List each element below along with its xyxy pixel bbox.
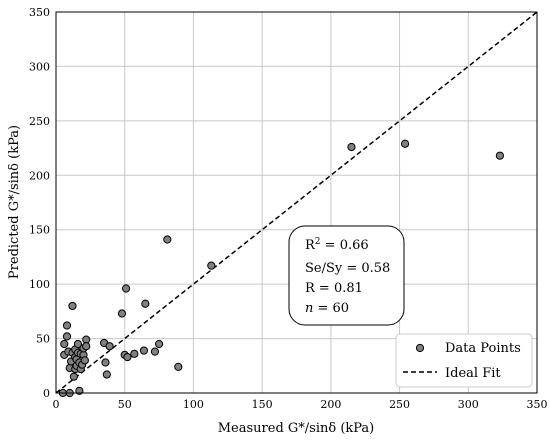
plot-frame — [55, 11, 538, 394]
x-tick-label: 350 — [527, 398, 548, 411]
legend-ideal-fit-label: Ideal Fit — [445, 366, 501, 381]
x-tick-label: 150 — [252, 398, 273, 411]
y-tick-label: 350 — [29, 6, 50, 19]
data-point — [82, 342, 91, 351]
x-tick-label: 50 — [118, 398, 132, 411]
legend-data-points-label: Data Points — [445, 341, 521, 356]
x-tick-labels: 0 50 100 150 200 250 300 350 — [53, 398, 548, 411]
y-tick-labels: 0 50 100 150 200 250 300 350 — [29, 6, 50, 400]
data-point — [400, 139, 410, 148]
legend: Data Points Ideal Fit — [395, 333, 533, 388]
y-axis-label: Predicted G*/sinδ (kPa) — [7, 125, 22, 279]
data-point — [73, 339, 83, 349]
data-point — [123, 352, 132, 362]
y-tick-label: 100 — [29, 278, 50, 291]
legend-frame — [395, 333, 533, 388]
data-point — [495, 151, 504, 160]
data-point — [174, 362, 183, 371]
data-point — [68, 301, 77, 311]
data-point — [154, 339, 164, 349]
data-point — [117, 309, 127, 318]
stats-box: R2 = 0.66 Se/Sy = 0.58 R = 0.81 n = 60 — [288, 225, 405, 326]
y-tick-label: 300 — [29, 60, 50, 73]
y-tick-label: 50 — [36, 333, 50, 346]
stat-r-value: R = 0.81 — [305, 281, 363, 296]
data-point — [60, 339, 69, 349]
y-tick-label: 250 — [29, 115, 50, 128]
data-point — [207, 261, 216, 270]
data-point — [139, 346, 149, 355]
data-point — [141, 299, 150, 308]
stat-r-squared: R2 = 0.66 — [305, 237, 369, 253]
data-point — [62, 321, 72, 330]
data-point — [163, 235, 172, 244]
x-tick-label: 100 — [183, 398, 204, 411]
data-point — [102, 370, 111, 379]
data-point — [130, 349, 139, 358]
ideal-fit-line — [55, 11, 538, 394]
data-point — [69, 372, 78, 381]
data-point — [121, 284, 131, 293]
grid-lines — [55, 11, 538, 394]
data-point — [101, 358, 110, 367]
data-point — [347, 142, 356, 152]
y-tick-label: 0 — [43, 387, 50, 400]
x-tick-label: 200 — [320, 398, 341, 411]
stat-se-sy: Se/Sy = 0.58 — [305, 261, 390, 276]
data-point — [105, 342, 114, 351]
x-axis-label: Measured G*/sinδ (kPa) — [218, 421, 375, 436]
legend-data-points-marker — [415, 343, 425, 353]
data-point — [150, 347, 160, 356]
x-tick-label: 0 — [53, 398, 60, 411]
stats-box-frame — [288, 225, 405, 326]
data-point — [80, 356, 89, 365]
y-tick-label: 200 — [29, 169, 50, 182]
x-tick-label: 300 — [458, 398, 479, 411]
y-tick-label: 150 — [29, 224, 50, 237]
x-tick-label: 250 — [389, 398, 410, 411]
data-point — [62, 332, 72, 341]
stat-n-count: n = 60 — [305, 301, 349, 316]
ideal-fit-layer — [55, 11, 538, 394]
